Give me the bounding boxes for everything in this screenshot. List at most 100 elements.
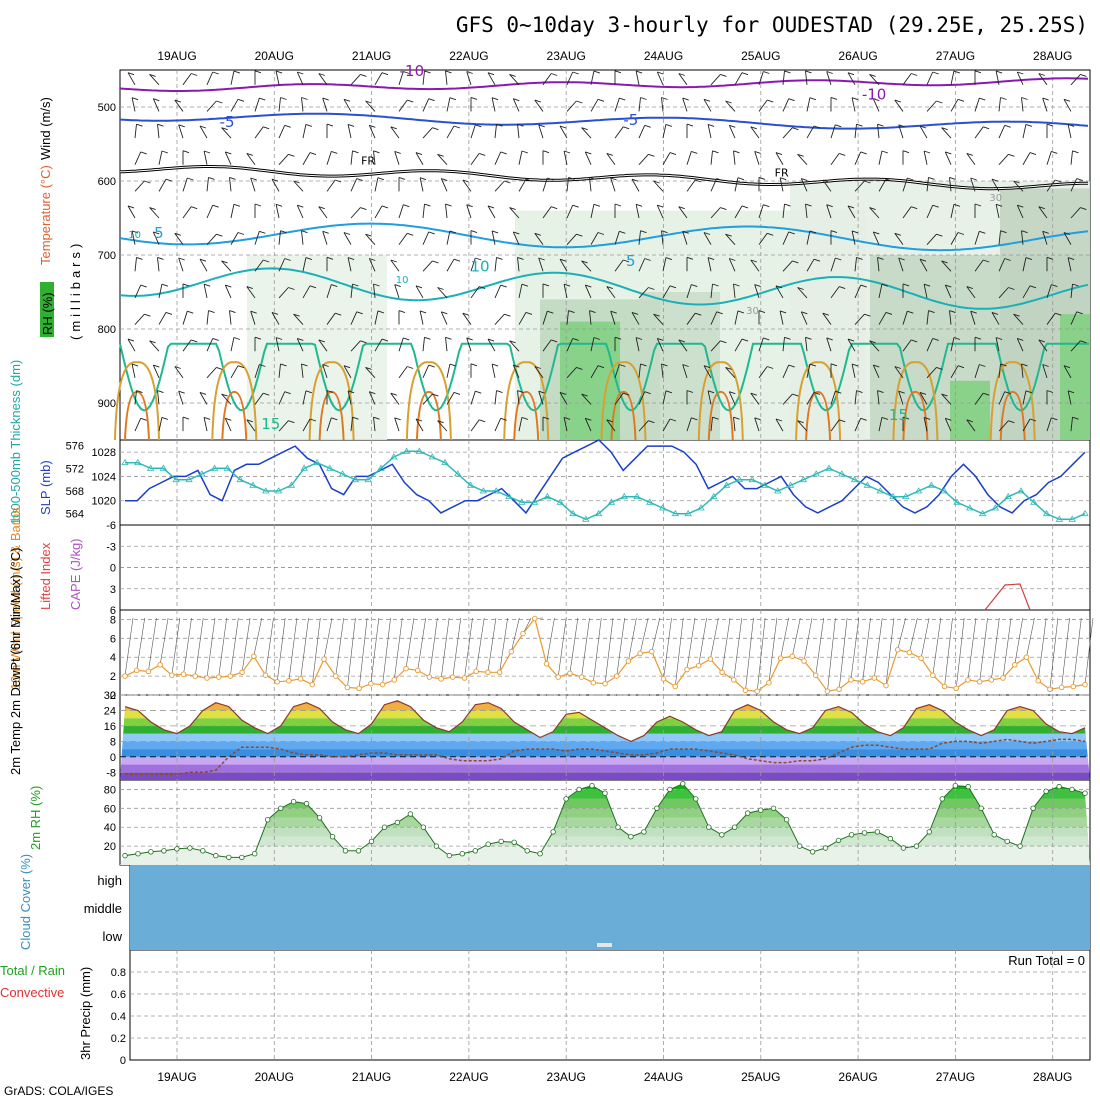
wind-speed-marker (438, 676, 444, 682)
wind-barb (1046, 179, 1056, 192)
wind-barb-flag (149, 340, 156, 344)
wind-barb (149, 207, 160, 219)
wind-barb-flag (606, 286, 613, 290)
wind-barb-flag (322, 97, 329, 101)
wind-barb-flag (191, 73, 198, 76)
temp-band (120, 749, 1090, 757)
wind-speed-marker (707, 656, 714, 662)
contour-label: -10 (862, 86, 887, 104)
rh-marker (1069, 786, 1075, 793)
thickness-line (125, 450, 1086, 521)
wind-barb-flag (131, 363, 139, 367)
wind-barb (518, 417, 523, 432)
wind-barb (182, 73, 192, 86)
wind-barb-flag (805, 203, 812, 207)
wind-barb (589, 177, 592, 192)
cape-tick: -3 (106, 541, 116, 553)
wind-barb-flag (394, 150, 401, 154)
wind-barb (710, 207, 721, 219)
precip-tick: 0.8 (111, 967, 126, 979)
wind-barb-flag (551, 339, 558, 343)
wind-barb (134, 284, 142, 299)
wind-barb-flag (1072, 416, 1079, 420)
wind-tick: 6 (110, 633, 116, 645)
rh-legend-swatch (40, 282, 54, 337)
wind-barb-flag (873, 98, 880, 102)
surface-barb (710, 617, 719, 660)
wind-barb (398, 204, 404, 219)
surface-barb (1084, 617, 1094, 685)
temp-tick: 8 (110, 736, 116, 748)
surface-barb (698, 617, 707, 666)
wind-barb (254, 392, 264, 405)
wind-barb-flag (437, 287, 444, 290)
wind-barb-flag (784, 70, 791, 74)
wind-barb-flag (695, 179, 702, 183)
wind-barb-flag (682, 97, 689, 101)
wind-barb-flag (966, 152, 973, 156)
wind-barb-flag (153, 231, 160, 235)
wind-barb-flag (576, 233, 583, 237)
wind-barb (566, 177, 569, 192)
wind-barb (902, 339, 912, 352)
wind-barb (178, 257, 184, 272)
wind-barb-flag (606, 152, 613, 156)
wind-barb (347, 257, 352, 272)
wind-barb (343, 232, 352, 245)
wind-barb (686, 312, 696, 325)
wind-barb-flag (216, 100, 223, 104)
wind-barb-flag (191, 206, 198, 210)
isotherm-20 (795, 361, 842, 441)
chart-title: GFS 0~10day 3-hourly for OUDESTAD (29.25… (456, 13, 1088, 37)
wind-barb (322, 231, 328, 245)
wind-barb (638, 287, 649, 299)
wind-speed-marker (391, 677, 398, 683)
wind-barb (368, 391, 376, 405)
wind-barb-flag (572, 71, 579, 75)
date-label-bottom: 25AUG (741, 1070, 780, 1084)
wind-barb (998, 230, 1001, 245)
wind-barb-flag (275, 203, 283, 207)
wind-barb (782, 127, 793, 139)
wind-barb (902, 206, 912, 219)
wind-barb-flag (860, 284, 867, 288)
wind-barb (494, 284, 502, 299)
wind-speed-marker (157, 662, 163, 668)
wind-barb-flag (733, 150, 740, 154)
wind-barb (734, 338, 743, 352)
wind-barb (1067, 124, 1072, 139)
wind-barb (1021, 97, 1024, 112)
wind-barb (854, 151, 862, 165)
wind-barb-flag (470, 363, 478, 367)
wind-barb-flag (318, 73, 325, 76)
wind-barb-flag (835, 257, 842, 261)
wind-barb (278, 230, 281, 245)
wind-barb (229, 177, 232, 192)
wind-barb (491, 230, 496, 245)
wind-barb-flag (521, 283, 529, 287)
wind-barb-flag (614, 70, 622, 74)
wind-barb-flag (225, 284, 232, 288)
wind-barb (782, 70, 785, 85)
date-label-bottom: 24AUG (644, 1070, 683, 1084)
wind-barb-flag (538, 124, 545, 128)
wind-barb (254, 97, 260, 112)
wind-barb (758, 204, 764, 219)
wind-barb-flag (381, 338, 389, 342)
wind-barb-flag (995, 203, 1003, 207)
wind-barb (534, 366, 544, 379)
wind-barb-flag (174, 99, 181, 103)
wind-barb (754, 151, 760, 165)
wind-barb-flag (428, 98, 435, 102)
wind-barb-flag (691, 417, 698, 421)
wind-barb-flag (428, 364, 435, 368)
wind-barb (995, 337, 1000, 352)
wind-barb (445, 337, 448, 352)
wind-barb-flag (1067, 390, 1075, 394)
surface-barb (1037, 617, 1047, 681)
wind-barb-flag (911, 206, 918, 210)
isotherm-5 (119, 222, 1089, 252)
wind-barb-flag (597, 365, 605, 369)
isotherm-20 (405, 361, 452, 441)
wind-barb-flag (801, 311, 808, 315)
